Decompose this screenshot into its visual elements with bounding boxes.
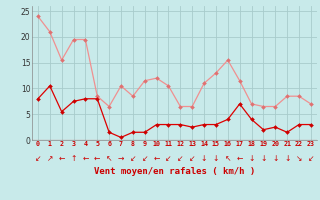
Text: ↙: ↙ xyxy=(130,154,136,163)
Text: ↙: ↙ xyxy=(177,154,184,163)
Text: ↖: ↖ xyxy=(225,154,231,163)
Text: ←: ← xyxy=(153,154,160,163)
Text: ←: ← xyxy=(236,154,243,163)
Text: ↓: ↓ xyxy=(260,154,267,163)
Text: ←: ← xyxy=(82,154,89,163)
Text: ↓: ↓ xyxy=(272,154,278,163)
Text: ↑: ↑ xyxy=(70,154,77,163)
Text: ↙: ↙ xyxy=(35,154,41,163)
Text: ↘: ↘ xyxy=(296,154,302,163)
Text: ↓: ↓ xyxy=(213,154,219,163)
Text: ↓: ↓ xyxy=(284,154,290,163)
Text: ←: ← xyxy=(94,154,100,163)
Text: ↖: ↖ xyxy=(106,154,112,163)
Text: →: → xyxy=(118,154,124,163)
Text: ↙: ↙ xyxy=(165,154,172,163)
Text: ↙: ↙ xyxy=(141,154,148,163)
Text: ↗: ↗ xyxy=(47,154,53,163)
X-axis label: Vent moyen/en rafales ( km/h ): Vent moyen/en rafales ( km/h ) xyxy=(94,167,255,176)
Text: ↓: ↓ xyxy=(201,154,207,163)
Text: ←: ← xyxy=(59,154,65,163)
Text: ↙: ↙ xyxy=(308,154,314,163)
Text: ↓: ↓ xyxy=(248,154,255,163)
Text: ↙: ↙ xyxy=(189,154,196,163)
